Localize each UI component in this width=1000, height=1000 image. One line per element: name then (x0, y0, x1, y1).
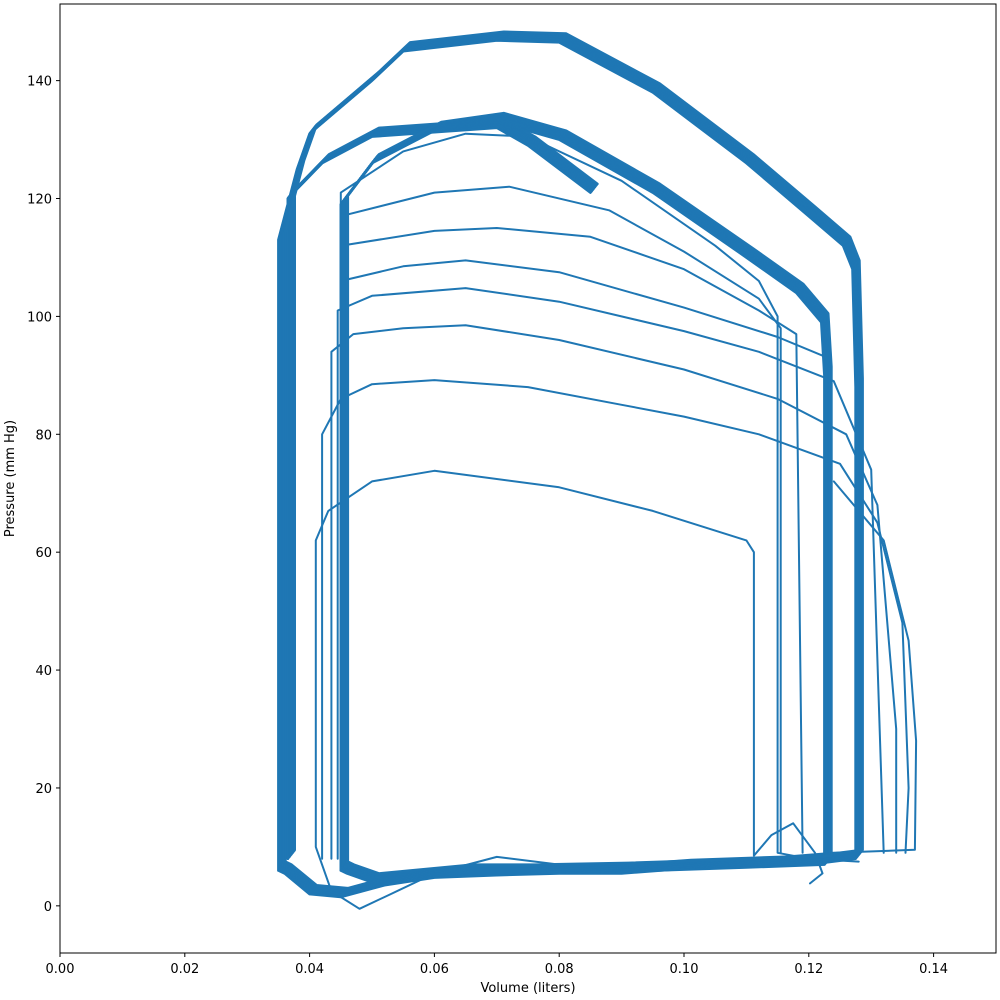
y-tick-label: 100 (27, 310, 52, 325)
pv-loop-line (336, 287, 885, 860)
y-tick-label: 80 (35, 428, 52, 443)
plot-area (277, 30, 918, 910)
y-tick-label: 0 (44, 900, 52, 915)
y-tick-label: 20 (35, 782, 52, 797)
x-tick-label: 0.14 (919, 962, 948, 977)
y-tick-label: 40 (35, 664, 52, 679)
pv-loop-line (339, 259, 832, 860)
pv-loop-line (339, 132, 860, 866)
x-tick-label: 0.12 (794, 962, 823, 977)
x-axis-label: Volume (liters) (480, 981, 575, 996)
x-tick-label: 0.10 (670, 962, 699, 977)
y-axis-label: Pressure (mm Hg) (3, 420, 18, 537)
pv-loop-line (330, 324, 898, 860)
y-tick-label: 120 (27, 193, 52, 208)
y-tick-label: 60 (35, 546, 52, 561)
pv-loop-line (339, 227, 804, 860)
x-tick-label: 0.04 (295, 962, 324, 977)
pv-loop-line (339, 185, 782, 860)
pv-loop-line (346, 111, 833, 875)
axes-frame (59, 3, 997, 954)
x-tick-label: 0.08 (545, 962, 574, 977)
x-tick-label: 0.00 (46, 962, 75, 977)
x-axis-ticks: 0.00 0.02 0.04 0.06 0.08 0.10 0.12 0.14 (46, 953, 948, 977)
x-tick-label: 0.02 (170, 962, 199, 977)
y-axis-ticks: 0 20 40 60 80 100 120 140 (27, 75, 60, 915)
x-tick-label: 0.06 (420, 962, 449, 977)
y-tick-label: 140 (27, 75, 52, 90)
